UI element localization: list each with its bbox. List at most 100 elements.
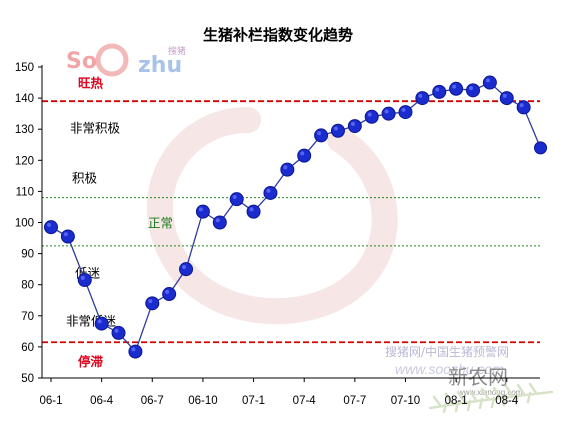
data-point-highlight-06-11 <box>215 218 220 223</box>
wheat-icon <box>428 382 554 414</box>
data-point-marker-06-12 <box>229 192 244 207</box>
y-tick-label-50: 50 <box>21 373 34 385</box>
data-point-06-8 <box>162 287 177 302</box>
y-tick-label-60: 60 <box>21 342 34 354</box>
threshold-lines <box>42 100 540 344</box>
data-point-marker-06-3 <box>77 273 92 288</box>
zone-label-5: 非常低迷 <box>66 313 117 328</box>
logo-tag: 搜猪 <box>168 45 186 57</box>
data-point-07-2 <box>263 185 278 200</box>
x-tick-label-06-4: 06-4 <box>90 395 114 407</box>
y-tick-label-80: 80 <box>21 280 34 292</box>
x-tick-label-08-4: 08-4 <box>495 395 519 407</box>
data-point-marker-06-5 <box>111 325 126 340</box>
data-point-marker-08-6 <box>534 141 548 155</box>
y-tick-label-150: 150 <box>15 62 34 74</box>
data-point-highlight-07-8 <box>367 112 372 117</box>
data-point-07-3 <box>280 162 295 177</box>
x-axis-ticks: 06-1 06-4 06-7 06-10 07-1 07-4 07-7 07-10 08-1 08… <box>39 378 519 407</box>
data-point-marker-06-2 <box>60 229 75 244</box>
data-point-07-7 <box>347 119 362 134</box>
x-tick-label-07-1: 07-1 <box>242 395 265 407</box>
watermark-layer: So zhu 搜猪 搜猪网/中国生猪预警网 www.soozhu.com 新农网… <box>66 43 554 414</box>
data-point-marker-06-11 <box>212 215 227 230</box>
data-point-07-1 <box>246 204 261 219</box>
data-point-marker-06-1 <box>44 220 58 235</box>
data-point-marker-07-3 <box>280 162 295 177</box>
data-point-highlight-07-6 <box>333 126 338 131</box>
data-point-06-12 <box>229 192 244 207</box>
data-point-marker-07-4 <box>297 148 312 163</box>
x-tick-label-07-4: 07-4 <box>293 395 317 407</box>
data-point-highlight-06-5 <box>114 328 119 333</box>
data-point-07-11 <box>415 91 430 106</box>
xinnong-brand: 新农网 www.xinnong.com <box>428 365 554 414</box>
y-tick-label-70: 70 <box>21 311 34 323</box>
data-point-marker-07-2 <box>263 185 278 200</box>
x-tick-label-08-1: 08-1 <box>445 395 468 407</box>
data-point-marker-07-8 <box>364 109 379 124</box>
data-point-06-2 <box>60 229 75 244</box>
x-tick-label-06-1: 06-1 <box>39 395 62 407</box>
data-point-highlight-06-6 <box>131 347 136 352</box>
data-point-marker-08-4 <box>499 91 514 106</box>
data-point-marker-06-10 <box>195 204 210 219</box>
data-point-highlight-06-7 <box>148 299 153 304</box>
data-point-highlight-06-10 <box>198 207 203 212</box>
data-point-marker-07-6 <box>330 123 345 138</box>
data-point-marker-07-10 <box>398 105 413 120</box>
data-point-marker-06-4 <box>94 316 109 331</box>
data-point-07-8 <box>364 109 379 124</box>
data-point-07-9 <box>381 106 396 121</box>
data-point-highlight-07-3 <box>283 165 288 170</box>
chart-title: 生猪补栏指数变化趋势 <box>203 26 353 44</box>
data-point-highlight-07-9 <box>384 109 389 114</box>
x-tick-label-07-10: 07-10 <box>391 395 420 407</box>
watermark-site-url: www.soozhu.com <box>395 361 504 377</box>
axes <box>41 65 540 379</box>
data-point-highlight-06-12 <box>232 194 237 199</box>
data-point-highlight-06-4 <box>97 319 102 324</box>
zone-label-6: 停滞 <box>78 354 104 369</box>
data-point-08-5 <box>516 100 531 115</box>
data-point-marker-07-5 <box>314 128 329 143</box>
data-point-06-1 <box>44 220 58 235</box>
data-point-06-6 <box>128 344 143 359</box>
data-point-06-10 <box>195 204 210 219</box>
logo-so: So <box>66 49 97 74</box>
y-tick-label-140: 140 <box>15 93 34 105</box>
data-point-highlight-08-4 <box>502 93 507 98</box>
data-point-marker-07-12 <box>432 84 447 99</box>
zone-label-2: 积极 <box>72 170 98 185</box>
watermark-swirl <box>147 107 398 325</box>
data-point-highlight-07-5 <box>317 131 322 136</box>
y-tick-label-90: 90 <box>21 249 34 261</box>
brand-name: 新农网 <box>448 365 508 389</box>
data-point-marker-06-7 <box>145 296 160 311</box>
x-tick-label-06-7: 06-7 <box>141 395 164 407</box>
data-point-marker-07-11 <box>415 91 430 106</box>
data-point-08-2 <box>466 83 480 98</box>
watermark-site-text: 搜猪网/中国生猪预警网 <box>385 344 509 359</box>
data-point-06-4 <box>94 316 109 331</box>
data-point-highlight-07-7 <box>350 121 355 126</box>
data-point-06-11 <box>212 215 227 230</box>
data-point-06-3 <box>77 273 92 288</box>
data-point-08-4 <box>499 91 514 106</box>
data-point-highlight-07-12 <box>435 87 440 92</box>
data-point-07-12 <box>432 84 447 99</box>
data-point-highlight-07-4 <box>300 151 305 156</box>
data-point-07-6 <box>330 123 345 138</box>
data-point-highlight-06-8 <box>165 289 170 294</box>
data-point-marker-08-1 <box>449 81 464 96</box>
data-point-highlight-08-2 <box>469 86 473 91</box>
x-tick-label-07-7: 07-7 <box>343 395 366 407</box>
data-point-marker-07-9 <box>381 106 396 121</box>
data-point-highlight-06-3 <box>80 275 85 280</box>
data-point-07-5 <box>314 128 329 143</box>
data-point-07-10 <box>398 105 413 120</box>
data-point-06-7 <box>145 296 160 311</box>
data-point-highlight-06-2 <box>63 232 68 237</box>
